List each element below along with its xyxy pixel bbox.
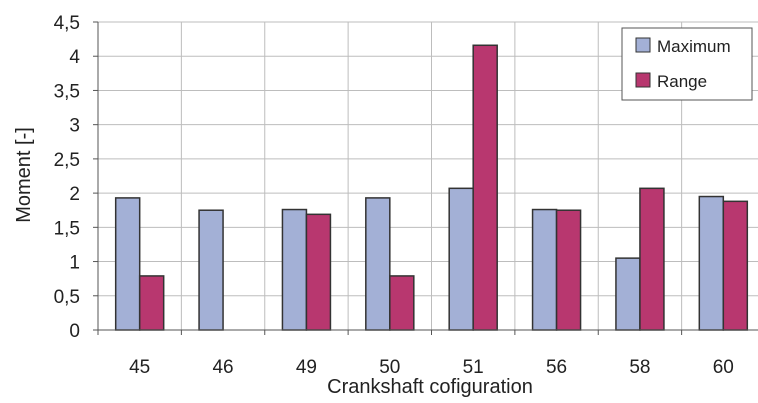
- y-tick-label: 3,5: [54, 81, 80, 102]
- x-tick-label: 50: [379, 357, 400, 378]
- x-tick-labels: 45 46 49 50 51 56 58 60: [129, 357, 734, 378]
- bar-maximum-56: [531, 208, 558, 331]
- bar-maximum-60: [698, 195, 725, 331]
- legend-label-range: Range: [657, 72, 707, 91]
- x-tick-label: 60: [713, 357, 734, 378]
- y-tick-label: 2,5: [54, 150, 80, 171]
- bar-range-51: [472, 44, 498, 331]
- bar-range-56: [555, 209, 582, 331]
- bar-maximum-45: [114, 197, 141, 331]
- bar-maximum-46: [198, 209, 224, 331]
- legend-label-maximum: Maximum: [657, 37, 731, 56]
- bar-maximum-50: [365, 197, 391, 331]
- x-tick-label: 49: [296, 357, 317, 378]
- bar-range-58: [639, 187, 665, 331]
- x-tick-label: 56: [546, 357, 567, 378]
- legend-swatch-maximum: [635, 37, 651, 53]
- y-tick-label: 4,5: [54, 13, 80, 34]
- legend: Maximum Range: [621, 27, 753, 101]
- y-tick-label: 0,5: [54, 287, 80, 308]
- x-tick-label: 46: [212, 357, 233, 378]
- y-tick-label: 2: [69, 184, 80, 205]
- bar-maximum-49: [281, 208, 308, 331]
- x-tick-label: 58: [629, 357, 650, 378]
- bar-range-45: [138, 275, 165, 331]
- x-axis-title: Crankshaft cofiguration: [327, 376, 533, 398]
- axes: [93, 21, 758, 335]
- bar-range-60: [722, 200, 749, 331]
- bar-maximum-58: [615, 257, 641, 331]
- y-tick-label: 4: [69, 47, 80, 68]
- bar-maximum-51: [448, 187, 474, 331]
- y-tick-label: 0: [69, 321, 80, 342]
- legend-swatch-range: [635, 72, 651, 88]
- bar-range-50: [389, 275, 415, 331]
- y-axis-title: Moment [-]: [13, 127, 35, 223]
- y-tick-label: 1,5: [54, 218, 80, 239]
- bars: [114, 44, 749, 331]
- y-tick-labels: 0 0,5 1 1,5 2 2,5 3 3,5 4 4,5: [54, 13, 81, 342]
- y-tick-label: 3: [69, 116, 80, 137]
- x-tick-label: 51: [463, 357, 484, 378]
- bar-range-49: [305, 213, 332, 331]
- y-tick-label: 1: [69, 253, 80, 274]
- x-tick-label: 45: [129, 357, 150, 378]
